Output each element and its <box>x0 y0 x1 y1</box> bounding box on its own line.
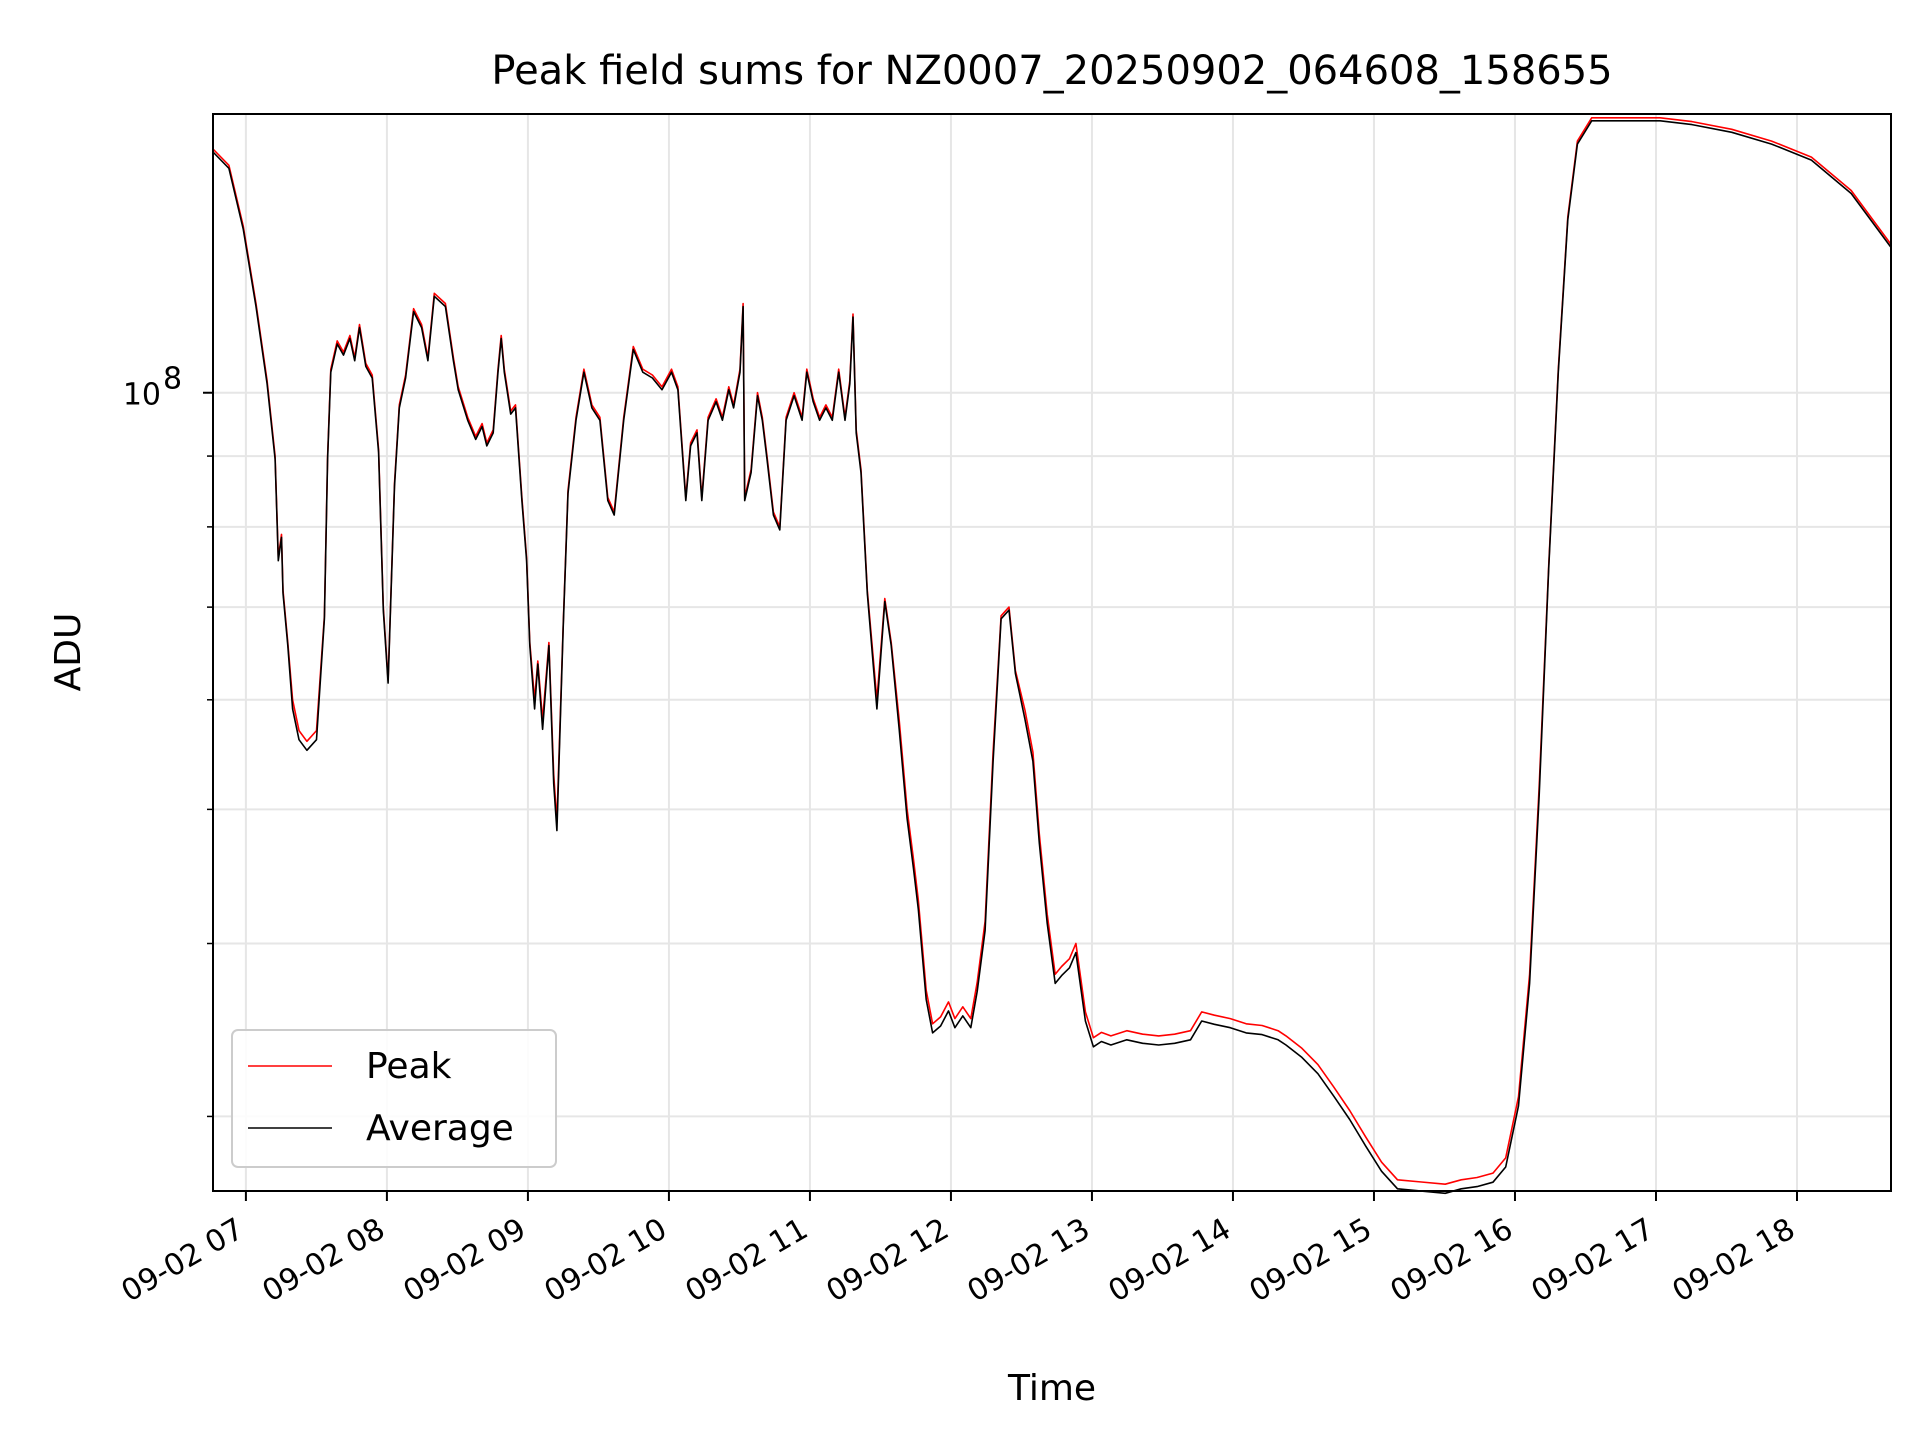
x-axis-label: Time <box>1007 1368 1096 1409</box>
legend: Peak Average <box>231 1029 557 1168</box>
x-tick-label: 09-02 10 <box>539 1212 673 1310</box>
x-tick-label: 09-02 16 <box>1385 1212 1519 1310</box>
chart-title: Peak field sums for NZ0007_20250902_0646… <box>491 48 1612 94</box>
plot-area <box>213 114 1891 1191</box>
x-tick-label: 09-02 09 <box>398 1212 532 1310</box>
legend-label-peak: Peak <box>366 1046 452 1087</box>
y-axis-label: ADU <box>48 613 89 692</box>
x-tick-label: 09-02 11 <box>680 1212 814 1310</box>
x-tick-label: 09-02 14 <box>1103 1212 1237 1310</box>
grid <box>213 114 1891 1191</box>
x-tick-label: 09-02 07 <box>116 1212 250 1310</box>
x-tick-label: 09-02 12 <box>821 1212 955 1310</box>
series-layer <box>212 117 1892 1195</box>
x-tick-label: 09-02 08 <box>257 1212 391 1310</box>
y-axis: 10 8 <box>123 362 213 1118</box>
x-axis: 09-02 07 09-02 08 09-02 09 09-02 10 09-02 11… <box>116 1191 1801 1309</box>
x-tick-label: 09-02 15 <box>1244 1212 1378 1310</box>
y-tick-label-base: 10 <box>123 378 161 413</box>
legend-box <box>231 1029 557 1168</box>
x-tick-label: 09-02 13 <box>962 1212 1096 1310</box>
y-tick-label-exponent: 8 <box>163 362 182 397</box>
x-tick-label: 09-02 18 <box>1667 1212 1801 1310</box>
x-tick-label: 09-02 17 <box>1526 1212 1660 1310</box>
legend-label-average: Average <box>366 1108 514 1149</box>
plot-frame <box>212 113 1892 1192</box>
series-line-average <box>212 120 1892 1195</box>
